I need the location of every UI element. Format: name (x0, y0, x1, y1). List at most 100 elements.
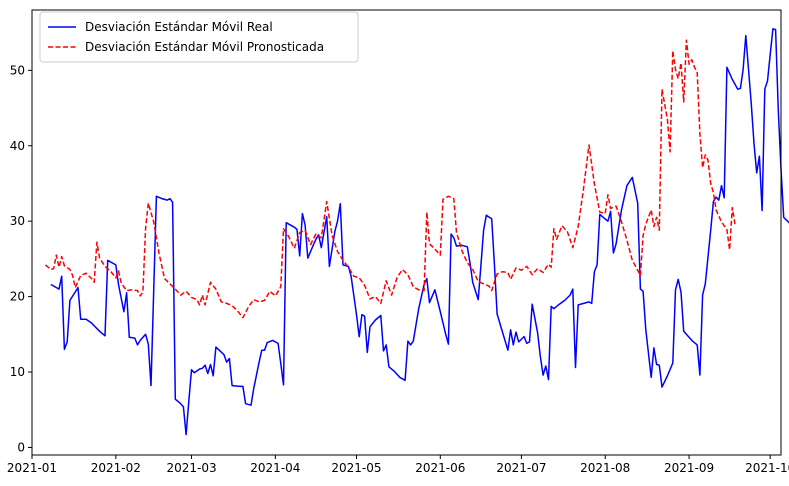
data-point (375, 296, 376, 297)
data-point (77, 287, 78, 288)
data-point (697, 72, 698, 73)
data-point (280, 363, 281, 364)
data-point (502, 332, 503, 333)
data-point (118, 270, 119, 271)
data-point (745, 35, 746, 36)
data-point (148, 344, 149, 345)
data-point (332, 235, 333, 236)
data-point (113, 263, 114, 264)
axes: 2021-01 2021-02 2021-03 2021-04 2021-05 2021-… (7, 9, 789, 475)
data-point (570, 295, 571, 296)
data-point (426, 212, 427, 213)
data-point (491, 290, 492, 291)
data-point (199, 304, 200, 305)
data-point (448, 344, 449, 345)
data-point (707, 160, 708, 161)
data-point (756, 172, 757, 173)
data-point (359, 336, 360, 337)
data-point (402, 269, 403, 270)
data-point (369, 298, 370, 299)
data-point (661, 387, 662, 388)
data-point (726, 229, 727, 230)
legend-box (39, 11, 359, 63)
data-point (253, 388, 254, 389)
data-point (348, 267, 349, 268)
data-point (191, 297, 192, 298)
data-point (656, 364, 657, 365)
data-point (215, 347, 216, 348)
data-point (713, 201, 714, 202)
data-point (543, 272, 544, 273)
x-tick-label: 2021-08 (580, 461, 630, 475)
data-point (148, 203, 149, 204)
data-point (732, 207, 733, 208)
data-point (418, 289, 419, 290)
data-point (186, 291, 187, 292)
data-point (626, 185, 627, 186)
data-point (626, 239, 627, 240)
data-point (104, 335, 105, 336)
data-point (694, 67, 695, 68)
data-point (86, 273, 87, 274)
data-point (142, 292, 143, 293)
data-point (383, 350, 384, 351)
data-point (680, 292, 681, 293)
data-point (232, 385, 233, 386)
data-point (396, 277, 397, 278)
data-point (259, 301, 260, 302)
data-point (640, 289, 641, 290)
data-point (364, 285, 365, 286)
data-point (337, 251, 338, 252)
x-tick-label: 2021-03 (166, 461, 216, 475)
data-point (518, 341, 519, 342)
data-point (245, 403, 246, 404)
data-point (543, 375, 544, 376)
data-point (131, 289, 132, 290)
data-point (551, 306, 552, 307)
data-point (472, 282, 473, 283)
data-point (213, 375, 214, 376)
data-point (753, 143, 754, 144)
data-point (407, 274, 408, 275)
data-point (545, 365, 546, 366)
data-point (64, 349, 65, 350)
legend-label-real: Desviación Estándar Móvil Real (85, 20, 273, 34)
data-point (740, 88, 741, 89)
data-point (502, 271, 503, 272)
data-point (748, 70, 749, 71)
data-point (510, 329, 511, 330)
data-point (169, 283, 170, 284)
data-point (691, 340, 692, 341)
data-point (264, 350, 265, 351)
data-point (434, 249, 435, 250)
data-point (453, 198, 454, 199)
x-tick-label: 2021-10 (745, 461, 789, 475)
data-point (513, 344, 514, 345)
data-point (702, 167, 703, 168)
x-tick-label: 2021-02 (91, 461, 141, 475)
data-point (299, 255, 300, 256)
data-point (724, 197, 725, 198)
y-tick-label: 40 (10, 139, 25, 153)
data-point (283, 384, 284, 385)
data-point (334, 231, 335, 232)
data-point (199, 368, 200, 369)
data-point (461, 250, 462, 251)
data-point (134, 338, 135, 339)
data-point (675, 289, 676, 290)
data-point (172, 202, 173, 203)
data-point (315, 239, 316, 240)
data-point (205, 365, 206, 366)
data-point (448, 196, 449, 197)
data-point (337, 221, 338, 222)
data-point (264, 300, 265, 301)
data-point (180, 403, 181, 404)
data-point (221, 301, 222, 302)
data-point (529, 341, 530, 342)
data-point (110, 270, 111, 271)
data-point (645, 224, 646, 225)
data-point (683, 331, 684, 332)
data-point (356, 314, 357, 315)
data-point (159, 253, 160, 254)
